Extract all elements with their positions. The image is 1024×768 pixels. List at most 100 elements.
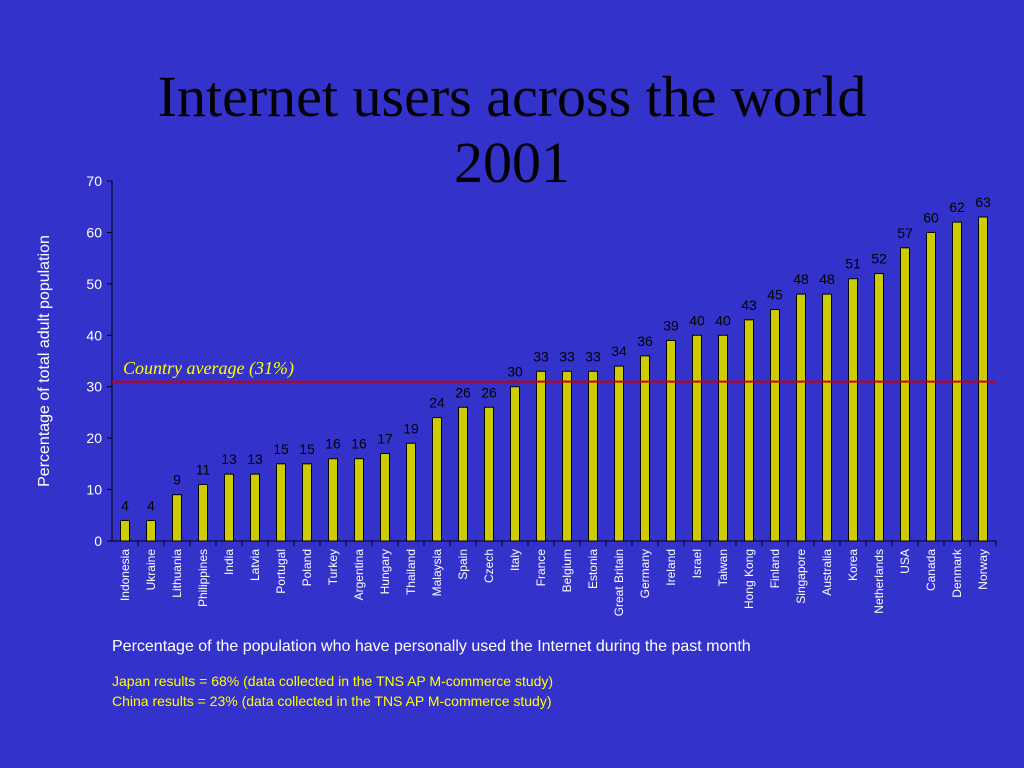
category-label: Germany [638, 549, 652, 598]
bar [224, 473, 234, 542]
category-label: Philippines [196, 549, 210, 607]
category-label: France [534, 549, 548, 587]
category-label: Ukraine [144, 549, 158, 591]
bar [380, 453, 390, 542]
bar [900, 247, 910, 542]
bar-value-label: 33 [585, 348, 601, 364]
bar-value-label: 57 [897, 225, 913, 241]
bar-value-label: 63 [975, 194, 991, 210]
bar [120, 519, 130, 542]
bar [926, 231, 936, 542]
bar [848, 278, 858, 542]
japan-note: Japan results = 68% (data collected in t… [112, 673, 554, 689]
category-label: Portugal [274, 549, 288, 594]
category-label: Estonia [586, 549, 600, 589]
category-label: Argentina [352, 549, 366, 601]
category-label: Belgium [560, 549, 574, 592]
bar-value-label: 43 [741, 297, 757, 313]
bar [770, 309, 780, 542]
bar-value-label: 48 [819, 271, 835, 287]
bar [172, 494, 182, 542]
bar-value-label: 13 [247, 451, 263, 467]
category-label: USA [898, 549, 912, 574]
bar-value-label: 4 [147, 497, 155, 513]
bar-value-label: 17 [377, 431, 393, 447]
bar [744, 319, 754, 542]
bar-value-label: 19 [403, 420, 419, 436]
category-label: Indonesia [118, 549, 132, 601]
bar [484, 406, 494, 542]
bar-value-label: 51 [845, 256, 861, 272]
bar [692, 334, 702, 542]
bar-value-label: 62 [949, 199, 965, 215]
category-label: Great Britain [612, 549, 626, 616]
bar [302, 463, 312, 542]
bar [822, 293, 832, 542]
bar [614, 365, 624, 542]
y-tick-label: 10 [86, 482, 102, 498]
bar [328, 458, 338, 542]
bar [458, 406, 468, 542]
y-tick-label: 60 [86, 224, 102, 240]
category-label: Finland [768, 549, 782, 588]
y-tick-label: 30 [86, 379, 102, 395]
bar-value-label: 16 [325, 436, 341, 452]
bar-value-label: 4 [121, 497, 129, 513]
bar-value-label: 15 [299, 441, 315, 457]
bar-value-label: 11 [196, 461, 211, 477]
category-label: Thailand [404, 549, 418, 595]
category-label: Taiwan [716, 549, 730, 586]
bar [874, 273, 884, 542]
category-label: Poland [300, 549, 314, 586]
category-label: Australia [820, 549, 834, 596]
bar-value-label: 60 [923, 209, 939, 225]
y-tick-label: 50 [86, 276, 102, 292]
bar [536, 370, 546, 542]
bar [354, 458, 364, 542]
bar-value-label: 36 [637, 333, 653, 349]
bar-value-label: 33 [559, 348, 575, 364]
bar-value-label: 30 [507, 364, 523, 380]
bar-value-label: 13 [221, 451, 237, 467]
china-note: China results = 23% (data collected in t… [112, 693, 552, 709]
bar [978, 216, 988, 542]
y-tick-label: 40 [86, 327, 102, 343]
bar [146, 519, 156, 542]
bar-chart: 0 10 20 30 40 50 60 70 Percentage of total adult… [36, 173, 997, 616]
bar-value-label: 26 [455, 384, 471, 400]
bar [432, 417, 442, 542]
title-line-1: Internet users across the world [157, 64, 867, 129]
category-label: Israel [690, 549, 704, 578]
bar [588, 370, 598, 542]
category-label: Spain [456, 549, 470, 580]
category-label: Czech [482, 549, 496, 583]
bar [250, 473, 260, 542]
category-label: Turkey [326, 549, 340, 585]
average-line-label: Country average (31%) [123, 358, 294, 379]
bar [510, 386, 520, 542]
bar-value-label: 16 [351, 436, 367, 452]
bar [198, 483, 208, 542]
y-tick-label: 70 [86, 173, 102, 189]
bar-value-label: 48 [793, 271, 809, 287]
category-label: Hong Kong [742, 549, 756, 609]
bar [406, 442, 416, 542]
category-label: Italy [508, 549, 522, 571]
category-label: Singapore [794, 549, 808, 604]
bar-value-label: 39 [663, 317, 679, 333]
category-label: Ireland [664, 549, 678, 586]
bar-value-label: 40 [715, 312, 731, 328]
bar-value-label: 34 [611, 343, 627, 359]
bar-value-label: 40 [689, 312, 705, 328]
bar [640, 355, 650, 542]
bar-value-label: 15 [273, 441, 289, 457]
category-label: Denmark [950, 548, 964, 598]
chart-caption: Percentage of the population who have pe… [112, 638, 751, 655]
bar-value-label: 24 [429, 395, 445, 411]
category-label: Malaysia [430, 549, 444, 597]
bar-value-label: 26 [481, 384, 497, 400]
bar [718, 334, 728, 542]
bar-value-label: 45 [767, 287, 783, 303]
category-label: Korea [846, 549, 860, 581]
y-axis-title: Percentage of total adult population [36, 235, 53, 487]
